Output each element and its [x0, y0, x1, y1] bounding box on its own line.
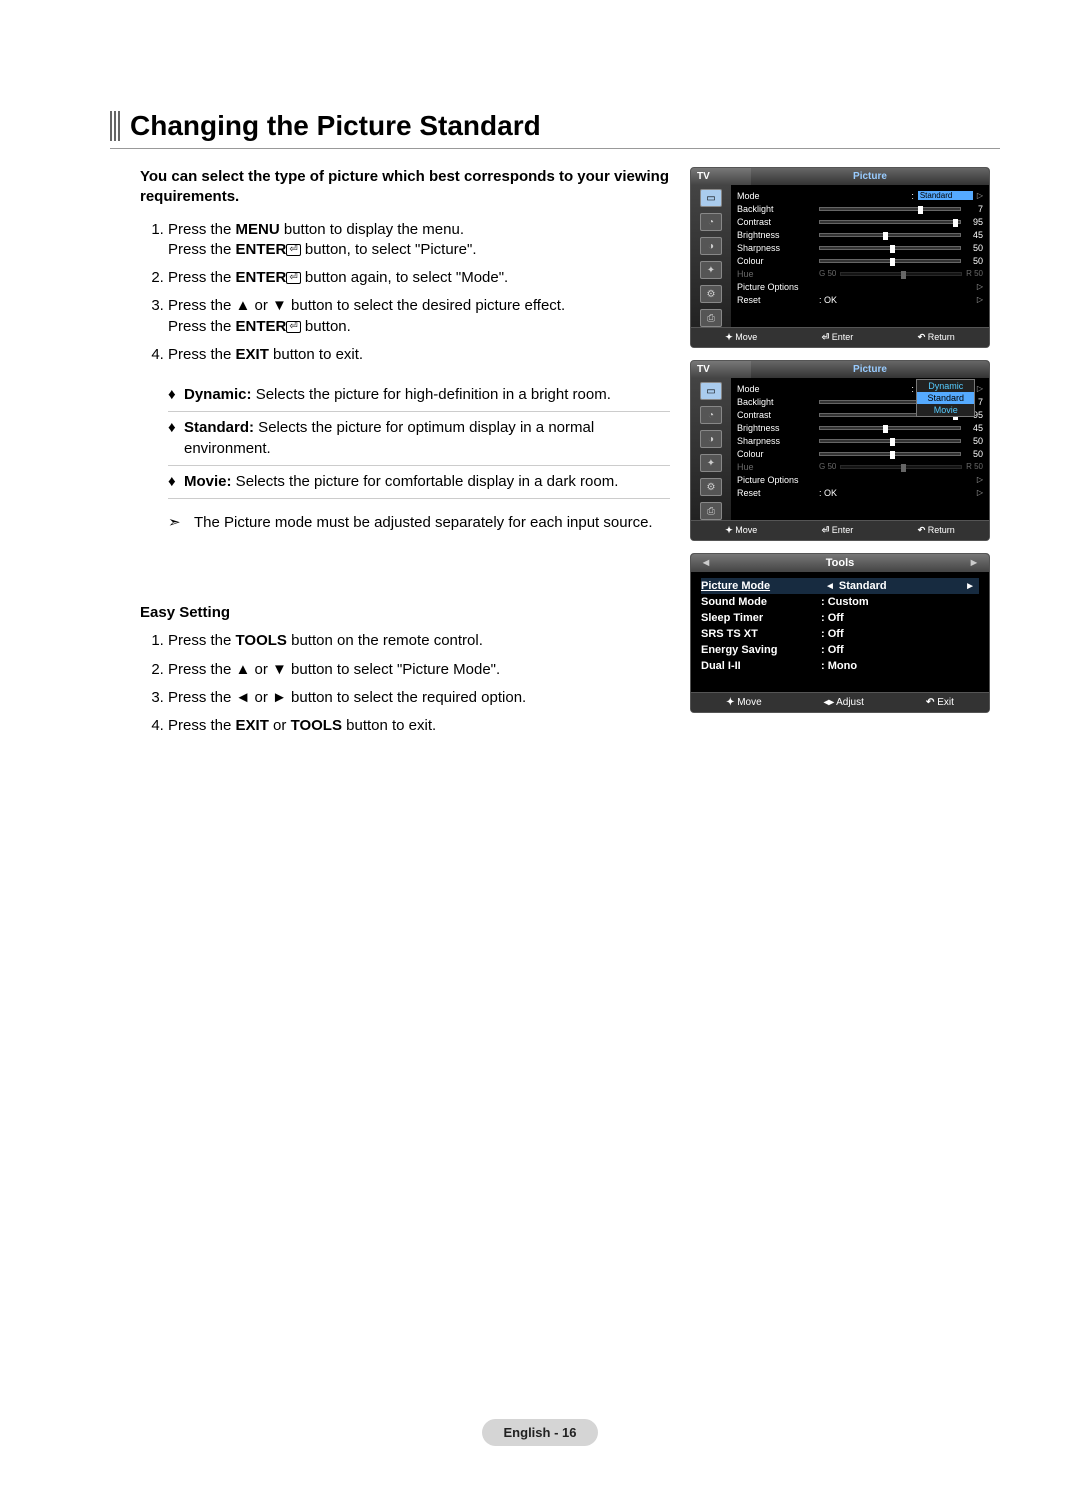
tools-footer-hint: ✦ Move: [726, 697, 762, 708]
tools-next-arrow[interactable]: ►: [959, 554, 989, 572]
mode-definitions: ♦Dynamic: Selects the picture for high-d…: [168, 379, 670, 499]
osd-footer-hint: ✦ Move: [725, 332, 757, 343]
osd-row-picture-options[interactable]: Picture Options▷: [737, 280, 983, 293]
easy-step-2: Press the ▲ or ▼ button to select "Pictu…: [168, 660, 670, 680]
step-4: Press the EXIT button to exit.: [168, 345, 670, 365]
tools-row-picture-mode[interactable]: Picture Mode◄Standard►: [701, 578, 979, 594]
easy-step-3: Press the ◄ or ► button to select the re…: [168, 688, 670, 708]
intro-text: You can select the type of picture which…: [110, 167, 670, 208]
instruction-text-column: You can select the type of picture which…: [110, 167, 670, 553]
osd-category-icon-3[interactable]: ✦: [700, 454, 722, 472]
note-text: The Picture mode must be adjusted separa…: [194, 513, 653, 533]
main-steps-list: Press the MENU button to display the men…: [110, 220, 670, 366]
easy-step-1: Press the TOOLS button on the remote con…: [168, 631, 670, 651]
osd-row-sharpness[interactable]: Sharpness50: [737, 434, 983, 447]
tools-prev-arrow[interactable]: ◄: [691, 554, 721, 572]
definition-dynamic: ♦Dynamic: Selects the picture for high-d…: [168, 379, 670, 411]
osd-icon-column: ▭ ◔ ◑ ✦ ⚙ ⎙: [691, 378, 731, 520]
osd-footer: ✦ Move ⏎ Enter ↶ Return: [691, 327, 989, 347]
osd-category-icon-0[interactable]: ▭: [700, 189, 722, 207]
osd-row-brightness[interactable]: Brightness45: [737, 228, 983, 241]
osd-category-icon-1[interactable]: ◔: [700, 213, 722, 231]
main-content-row: You can select the type of picture which…: [110, 167, 1000, 553]
tools-footer: ✦ Move ◂▸ Adjust ↶ Exit: [691, 692, 989, 712]
note-icon: ➣: [168, 513, 186, 533]
definition-standard: ♦Standard: Selects the picture for optim…: [168, 411, 670, 465]
osd-category-icon-4[interactable]: ⚙: [700, 478, 722, 496]
step-3: Press the ▲ or ▼ button to select the de…: [168, 296, 670, 337]
osd-category-icon-1[interactable]: ◔: [700, 406, 722, 424]
osd-row-brightness[interactable]: Brightness45: [737, 421, 983, 434]
osd-footer-hint: ↶ Return: [918, 525, 955, 536]
osd-category-icon-0[interactable]: ▭: [700, 382, 722, 400]
osd-footer-hint: ⏎ Enter: [822, 332, 854, 343]
tools-row-sound-mode[interactable]: Sound Mode: Custom: [701, 594, 979, 610]
tools-header: ◄Tools►: [691, 554, 989, 572]
tools-row-srs-ts-xt[interactable]: SRS TS XT: Off: [701, 626, 979, 642]
osd-row-reset[interactable]: Reset: OK▷: [737, 486, 983, 499]
osd-header: TVPicture: [691, 361, 989, 378]
easy-setting-heading: Easy Setting: [140, 603, 670, 623]
tools-footer-hint: ◂▸ Adjust: [824, 697, 864, 708]
step-2: Press the ENTER⏎ button again, to select…: [168, 268, 670, 288]
osd-row-contrast[interactable]: Contrast95: [737, 215, 983, 228]
title-decor-stripes: [110, 111, 120, 141]
osd-header: TVPicture: [691, 168, 989, 185]
osd-category-icon-2[interactable]: ◑: [700, 237, 722, 255]
tools-row-energy-saving[interactable]: Energy Saving: Off: [701, 642, 979, 658]
osd-category-icon-5[interactable]: ⎙: [700, 309, 722, 327]
osd-tv-label: TV: [691, 361, 751, 378]
osd-category-icon-3[interactable]: ✦: [700, 261, 722, 279]
osd-row-sharpness[interactable]: Sharpness50: [737, 241, 983, 254]
osd-row-backlight[interactable]: Backlight7: [737, 202, 983, 215]
page-number-pill: English - 16: [482, 1419, 599, 1446]
page-title: Changing the Picture Standard: [130, 110, 541, 142]
tools-figure-column: ◄Tools►Picture Mode◄Standard►Sound Mode:…: [690, 553, 1000, 744]
tools-body: Picture Mode◄Standard►Sound Mode: Custom…: [691, 572, 989, 692]
osd-picture-menu-2: TVPicture▭◔◑✦⚙⎙Mode: Standard▷Backlight7…: [690, 360, 990, 541]
osd-mode-dropdown[interactable]: DynamicStandardMovie: [916, 379, 975, 417]
osd-settings-list: Mode: Standard▷Backlight7Contrast95Brigh…: [731, 185, 989, 327]
osd-footer-hint: ✦ Move: [725, 525, 757, 536]
osd-row-colour[interactable]: Colour50: [737, 447, 983, 460]
tools-footer-hint: ↶ Exit: [926, 697, 954, 708]
osd-row-picture-options[interactable]: Picture Options▷: [737, 473, 983, 486]
osd-category-icon-5[interactable]: ⎙: [700, 502, 722, 520]
osd-footer: ✦ Move ⏎ Enter ↶ Return: [691, 520, 989, 540]
easy-text-column: Easy Setting Press the TOOLS button on t…: [110, 553, 670, 744]
osd-category-icon-2[interactable]: ◑: [700, 430, 722, 448]
osd-footer-hint: ⏎ Enter: [822, 525, 854, 536]
osd-picture-menu-1: TVPicture ▭ ◔ ◑ ✦ ⚙ ⎙ Mode: Standard▷Backlight7…: [690, 167, 990, 348]
section-title-bar: Changing the Picture Standard: [110, 110, 1000, 149]
tools-row-dual-i-ii[interactable]: Dual I-II: Mono: [701, 658, 979, 674]
step-1: Press the MENU button to display the men…: [168, 220, 670, 261]
osd-figures-column: TVPicture▭◔◑✦⚙⎙Mode: Standard▷Backlight7…: [690, 167, 1000, 553]
osd-row-hue: HueG 50R 50: [737, 267, 983, 280]
osd-row-reset[interactable]: Reset: OK▷: [737, 293, 983, 306]
easy-steps-list: Press the TOOLS button on the remote con…: [110, 631, 670, 736]
tools-row-sleep-timer[interactable]: Sleep Timer: Off: [701, 610, 979, 626]
osd-category-icon-4[interactable]: ⚙: [700, 285, 722, 303]
tools-title: Tools: [721, 554, 959, 572]
definition-movie: ♦Movie: Selects the picture for comforta…: [168, 465, 670, 498]
osd-row-colour[interactable]: Colour50: [737, 254, 983, 267]
osd-icon-column: ▭ ◔ ◑ ✦ ⚙ ⎙: [691, 185, 731, 327]
osd-tv-label: TV: [691, 168, 751, 185]
osd-tools-menu: ◄Tools►Picture Mode◄Standard►Sound Mode:…: [690, 553, 990, 713]
osd-row-hue: HueG 50R 50: [737, 460, 983, 473]
dropdown-option-standard[interactable]: Standard: [917, 392, 974, 404]
osd-row-mode[interactable]: Mode: Standard▷: [737, 189, 983, 202]
dropdown-option-dynamic[interactable]: Dynamic: [917, 380, 974, 392]
osd-category-title: Picture: [751, 361, 989, 378]
dropdown-option-movie[interactable]: Movie: [917, 404, 974, 416]
manual-page: Changing the Picture Standard You can se…: [0, 0, 1080, 1486]
osd-category-title: Picture: [751, 168, 989, 185]
page-footer: English - 16: [0, 1419, 1080, 1446]
easy-setting-row: Easy Setting Press the TOOLS button on t…: [110, 553, 1000, 744]
osd-footer-hint: ↶ Return: [918, 332, 955, 343]
easy-step-4: Press the EXIT or TOOLS button to exit.: [168, 716, 670, 736]
note-block: ➣ The Picture mode must be adjusted sepa…: [168, 513, 670, 533]
